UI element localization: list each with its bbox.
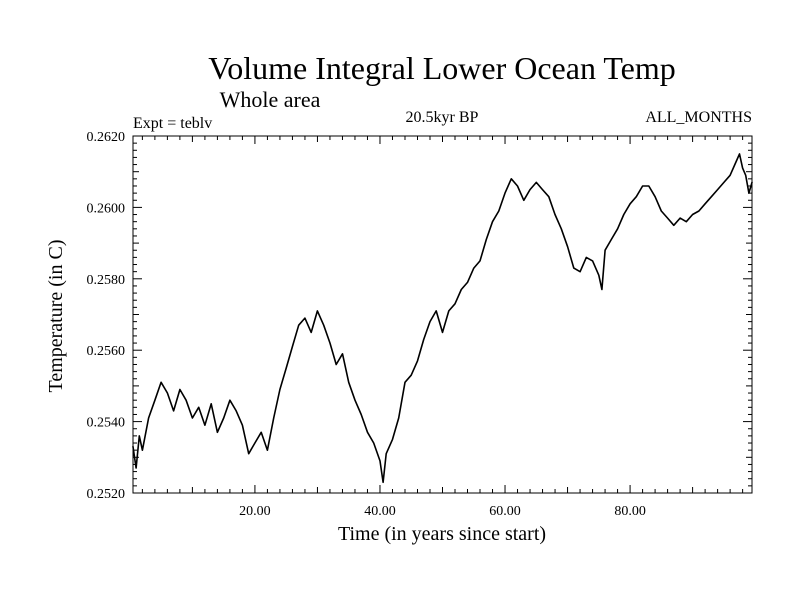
y-axis: 0.2520 0.2540 0.2560 0.2580 0.2600 0.2620 — [87, 130, 752, 502]
x-axis-label: Time (in years since start) — [338, 523, 546, 545]
x-tick-label: 40.00 — [364, 504, 396, 519]
x-tick-label: 20.00 — [239, 504, 271, 519]
months-label: ALL_MONTHS — [645, 109, 752, 126]
y-tick-label: 0.2580 — [87, 273, 126, 288]
x-axis: 20.00 40.00 60.00 80.00 — [141, 136, 744, 519]
experiment-label: Expt = teblv — [133, 115, 212, 132]
y-tick-label: 0.2600 — [87, 201, 126, 216]
chart-title: Volume Integral Lower Ocean Temp — [208, 50, 676, 86]
series-line — [132, 153, 753, 484]
y-tick-label: 0.2620 — [87, 130, 126, 145]
y-tick-label: 0.2560 — [87, 344, 126, 359]
x-tick-label: 80.00 — [614, 504, 646, 519]
plot-frame — [132, 135, 753, 494]
y-axis-label: Temperature (in C) — [45, 240, 67, 393]
y-tick-label: 0.2540 — [87, 416, 126, 431]
x-tick-label: 60.00 — [489, 504, 521, 519]
period-label: 20.5kyr BP — [406, 109, 479, 126]
y-tick-label: 0.2520 — [87, 487, 126, 502]
chart-subtitle: Whole area — [220, 87, 321, 112]
